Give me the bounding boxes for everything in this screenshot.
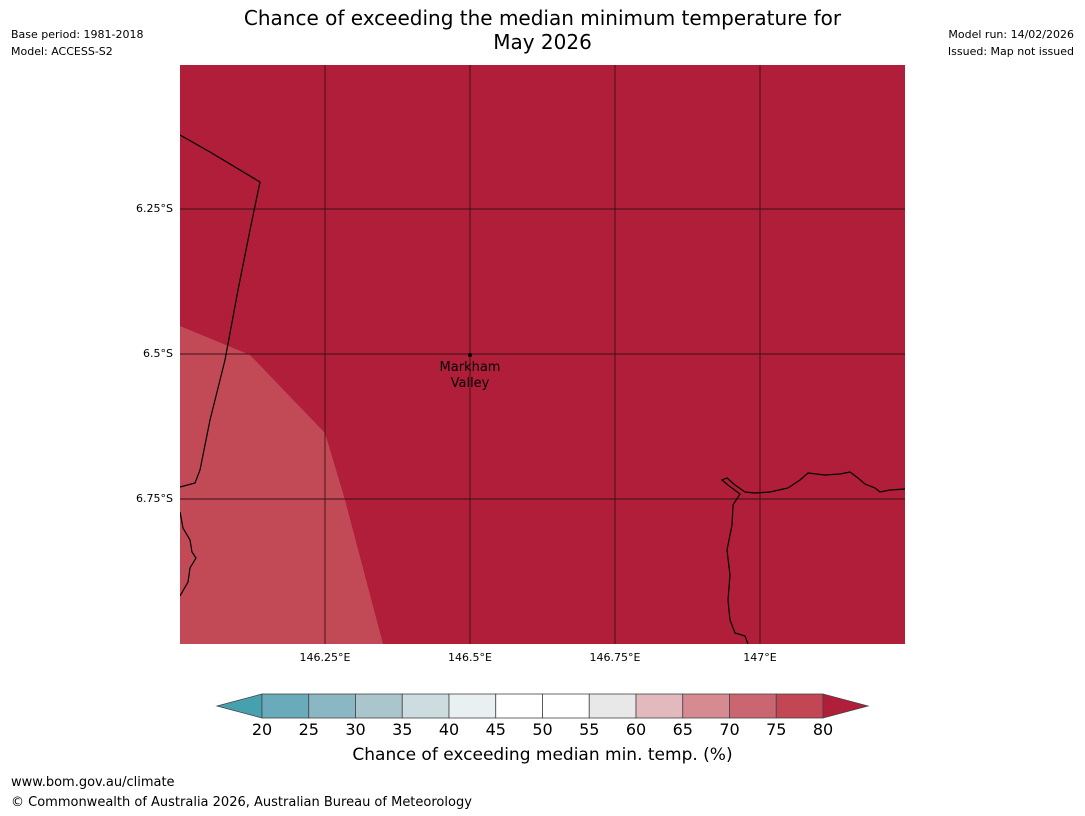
- coastline-southwest: [180, 511, 197, 597]
- colorbar-tick-45: 45: [485, 720, 506, 739]
- province-boundary-west: [180, 134, 261, 488]
- location-marker: [468, 353, 472, 357]
- colorbar-tick-35: 35: [392, 720, 413, 739]
- footer-copyright: © Commonwealth of Australia 2026, Austra…: [11, 795, 472, 810]
- title-line-2: May 2026: [493, 30, 592, 54]
- model-name: Model: ACCESS-S2: [11, 45, 113, 58]
- colorbar-tick-20: 20: [251, 720, 273, 739]
- colorbar-extend-low: [215, 693, 263, 719]
- coastline-southeast: [720, 471, 905, 644]
- model-run: Model run: 14/02/2026: [948, 28, 1074, 41]
- colorbar-segment-25-30: [308, 693, 356, 719]
- map-title: Chance of exceeding the median minimum t…: [180, 6, 905, 54]
- boundaries: [180, 134, 905, 644]
- lat-label-6-75: 6.75°S: [136, 492, 173, 505]
- base-period: Base period: 1981-2018: [11, 28, 144, 41]
- colorbar-tick-70: 70: [719, 720, 740, 739]
- lon-label-146-75: 146.75°E: [589, 651, 641, 664]
- lat-label-6-25: 6.25°S: [136, 202, 173, 215]
- place-label-markham-valley: Markham Valley: [440, 360, 501, 392]
- title-line-1: Chance of exceeding the median minimum t…: [243, 6, 842, 30]
- colorbar-segment-50-55: [542, 693, 590, 719]
- lat-label-6-5: 6.5°S: [143, 347, 173, 360]
- colorbar-segment-75-80: [775, 693, 824, 719]
- colorbar-tick-80: 80: [812, 720, 834, 739]
- colorbar-tick-25: 25: [298, 720, 319, 739]
- colorbar-segment-40-45: [448, 693, 497, 719]
- colorbar-segment-60-65: [635, 693, 684, 719]
- colorbar-segment-30-35: [355, 693, 403, 719]
- colorbar-segment-35-40: [401, 693, 450, 719]
- colorbar-tick-75: 75: [766, 720, 787, 739]
- colorbar-tick-50: 50: [532, 720, 553, 739]
- lon-label-146-5: 146.5°E: [448, 651, 492, 664]
- place-name-line-1: Markham: [439, 360, 501, 375]
- colorbar-tick-60: 60: [625, 720, 647, 739]
- footer-url: www.bom.gov.au/climate: [11, 775, 175, 790]
- lon-label-147: 147°E: [743, 651, 777, 664]
- colorbar-tick-55: 55: [579, 720, 600, 739]
- colorbar-tick-40: 40: [438, 720, 460, 739]
- map-fill-75-80: [180, 326, 383, 644]
- colorbar-segment-20-25: [261, 693, 310, 719]
- colorbar-segment-70-75: [729, 693, 777, 719]
- colorbar-segment-45-50: [495, 693, 543, 719]
- place-name-line-2: Valley: [450, 376, 490, 391]
- colorbar-label: Chance of exceeding median min. temp. (%…: [352, 745, 733, 765]
- meta-right: Model run: 14/02/2026 Issued: Map not is…: [948, 26, 1074, 60]
- colorbar-segment-55-60: [588, 693, 637, 719]
- colorbar-extend-high: [822, 693, 870, 719]
- colorbar-tick-65: 65: [672, 720, 693, 739]
- graticule: [180, 65, 905, 644]
- issued-status: Issued: Map not issued: [947, 45, 1074, 58]
- colorbar-tick-30: 30: [345, 720, 366, 739]
- lon-label-146-25: 146.25°E: [299, 651, 351, 664]
- meta-left: Base period: 1981-2018 Model: ACCESS-S2: [11, 26, 143, 60]
- colorbar-segment-65-70: [682, 693, 730, 719]
